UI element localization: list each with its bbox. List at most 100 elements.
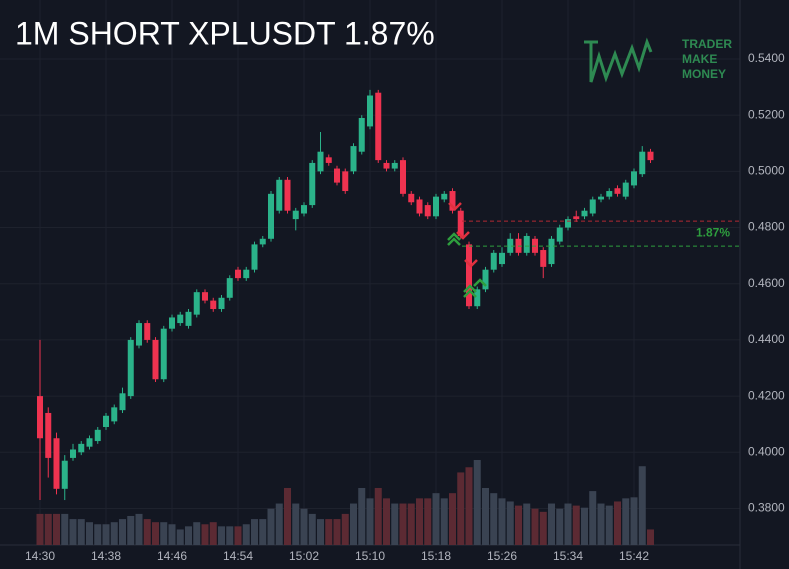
volume-bar: [366, 498, 374, 545]
candle-body: [160, 328, 167, 380]
volume-bar: [383, 498, 390, 545]
volume-bar: [350, 503, 357, 545]
volume-bar: [127, 515, 135, 545]
x-tick-label: 14:38: [91, 549, 121, 563]
y-tick-label: 0.4200: [748, 388, 785, 402]
candle-body: [416, 199, 423, 214]
volume-bar: [333, 519, 341, 545]
volume-bar: [622, 498, 630, 545]
volume-bar: [176, 529, 184, 545]
x-tick-label: 14:54: [223, 549, 253, 563]
sell-signal: [448, 202, 462, 211]
volume-bar: [275, 503, 283, 545]
volume-bar: [605, 505, 613, 545]
volume-bar: [424, 498, 432, 545]
candle-body: [243, 269, 250, 279]
volume-bar: [630, 497, 638, 545]
candle-body: [276, 179, 283, 211]
volume-bar: [597, 503, 605, 545]
candle-body: [622, 182, 629, 197]
volume-bar: [407, 503, 415, 545]
candle-body: [86, 438, 93, 447]
volume-bar: [242, 524, 250, 545]
candle-body: [111, 407, 118, 422]
sell-signal: [456, 231, 470, 240]
x-tick-label: 15:02: [289, 549, 319, 563]
candle-body: [226, 278, 233, 298]
y-tick-label: 0.4600: [748, 276, 785, 290]
volume-bar: [490, 493, 498, 545]
candle-body: [45, 412, 52, 458]
volume-bar: [53, 513, 60, 545]
volume-bar: [226, 526, 234, 545]
x-tick-label: 15:18: [421, 549, 451, 563]
x-tick-label: 14:46: [157, 549, 187, 563]
volume-bar: [36, 513, 44, 545]
y-tick-label: 0.5400: [748, 51, 785, 65]
candle-body: [342, 171, 349, 192]
candle-body: [259, 238, 266, 245]
candle-body: [466, 244, 472, 307]
volume-bar: [325, 519, 333, 545]
volume-bar: [218, 526, 225, 545]
candle-body: [490, 252, 497, 270]
volume-bar: [300, 508, 308, 545]
volume-bar: [160, 522, 168, 545]
volume-bar: [515, 505, 522, 545]
volume-bar: [572, 505, 580, 545]
volume-bar: [201, 524, 209, 545]
volume-bar: [152, 522, 159, 545]
candle-body: [606, 191, 613, 197]
candle-body: [565, 219, 571, 228]
candle-body: [639, 151, 646, 175]
volume-bar: [482, 487, 489, 545]
x-tick-label: 15:34: [553, 549, 583, 563]
volume-bar: [416, 498, 423, 545]
candle-body: [573, 216, 580, 220]
candle-body: [78, 443, 85, 453]
volume-bar: [473, 460, 481, 545]
candle-body: [482, 269, 489, 290]
candle-body: [235, 269, 241, 279]
candle-body: [441, 193, 448, 200]
candle-body: [185, 311, 192, 326]
volume-bar: [457, 472, 465, 545]
volume-bar: [317, 519, 324, 545]
signals: [447, 202, 487, 298]
candle-body: [37, 396, 43, 439]
volume-bar: [449, 493, 456, 545]
candle-body: [152, 339, 159, 380]
volume-bar: [308, 513, 316, 545]
volume-bar: [143, 519, 151, 545]
candle-body: [457, 210, 464, 236]
volume-bar: [86, 522, 93, 545]
candle-body: [103, 415, 109, 428]
volume-bar: [61, 513, 69, 545]
volume-bar: [581, 507, 588, 545]
volume-bar: [209, 522, 217, 545]
candle-body: [218, 297, 225, 310]
candle-body: [507, 238, 514, 253]
volume-bar: [589, 491, 597, 545]
volume-bar: [531, 508, 539, 545]
volume-bar: [110, 522, 118, 545]
candle-body: [375, 92, 382, 161]
volume-bar: [267, 508, 275, 545]
candle-body: [210, 300, 217, 310]
logo-text: TRADER: [682, 37, 732, 51]
x-tick-label: 15:10: [355, 549, 385, 563]
candle-body: [61, 460, 68, 489]
volume-bar: [498, 498, 506, 545]
candle-body: [424, 205, 431, 217]
candle-body: [251, 244, 258, 270]
candle-body: [292, 210, 299, 220]
volume-bar: [69, 519, 77, 545]
volume: [36, 460, 654, 545]
volume-bar: [399, 503, 407, 545]
volume-bar: [539, 511, 547, 545]
candle-body: [202, 292, 208, 301]
x-tick-label: 15:26: [487, 549, 517, 563]
candle-body: [581, 210, 588, 217]
candle-body: [193, 292, 200, 315]
